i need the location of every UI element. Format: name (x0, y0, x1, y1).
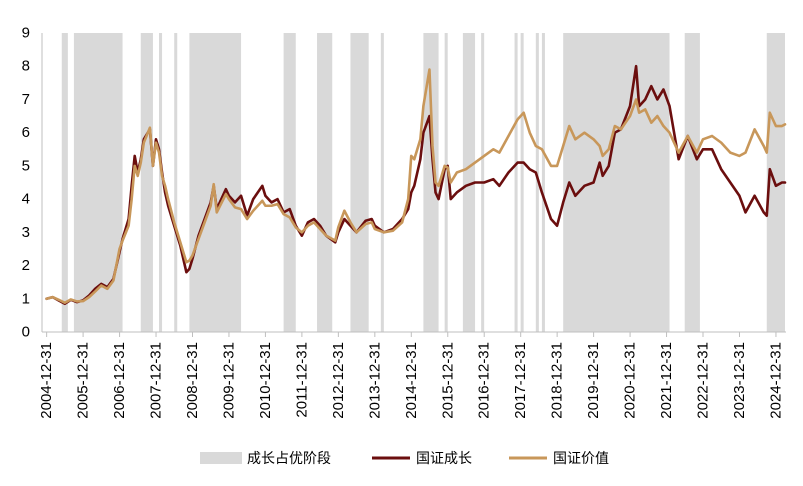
legend-label-value: 国证价值 (553, 451, 609, 467)
x-tick-label: 2015-12-31 (439, 342, 456, 419)
growth-phase-band (73, 33, 123, 332)
axes (41, 33, 786, 333)
y-tick-label: 7 (22, 91, 30, 108)
growth-phase-bands (61, 33, 785, 332)
growth-phase-band (350, 33, 369, 332)
x-tick-label: 2021-12-31 (658, 342, 675, 419)
x-tick-label: 2004-12-31 (38, 342, 55, 419)
y-tick-label: 9 (22, 25, 30, 42)
y-tick-label: 0 (22, 324, 30, 341)
x-tick-label: 2023-12-31 (731, 342, 748, 419)
x-tick-label: 2024-12-31 (767, 342, 784, 419)
legend: 成长占优阶段 国证成长 国证价值 (200, 451, 609, 467)
x-tick-label: 2005-12-31 (75, 342, 92, 419)
x-tick-label: 2012-12-31 (330, 342, 347, 419)
legend-label-growth-phase: 成长占优阶段 (247, 451, 331, 467)
y-tick-label: 3 (22, 224, 30, 241)
y-tick-label: 4 (22, 191, 30, 208)
series-lines (45, 64, 787, 306)
growth-phase-band (189, 33, 242, 332)
growth-phase-band (61, 33, 68, 332)
x-tick-label: 2019-12-31 (585, 342, 602, 419)
y-axis-ticks: 0 1 2 3 4 5 6 7 8 9 (22, 25, 30, 341)
growth-phase-band (174, 33, 178, 332)
growth-phase-band (159, 33, 163, 332)
x-tick-label: 2017-12-31 (512, 342, 529, 419)
growth-phase-band (444, 33, 448, 332)
x-tick-label: 2013-12-31 (366, 342, 383, 419)
series-line-growth (45, 64, 787, 306)
growth-phase-band (541, 33, 545, 332)
x-axis-ticks: 2004-12-31 2005-12-31 2006-12-31 2007-12-31… (38, 332, 784, 419)
series-line-value (45, 68, 787, 305)
legend-label-growth: 国证成长 (416, 451, 472, 467)
growth-phase-band (520, 33, 524, 332)
legend-swatch-growth-phase (200, 452, 242, 464)
x-tick-label: 2009-12-31 (220, 342, 237, 419)
growth-phase-band (462, 33, 476, 332)
x-tick-label: 2006-12-31 (111, 342, 128, 419)
x-tick-label: 2018-12-31 (549, 342, 566, 419)
growth-phase-band (380, 33, 384, 332)
x-tick-label: 2007-12-31 (148, 342, 165, 419)
y-tick-label: 5 (22, 157, 30, 174)
y-tick-label: 1 (22, 290, 30, 307)
growth-phase-band (317, 33, 333, 332)
growth-phase-band (423, 33, 439, 332)
x-tick-label: 2010-12-31 (257, 342, 274, 419)
growth-phase-band (535, 33, 539, 332)
x-tick-label: 2022-12-31 (695, 342, 712, 419)
x-tick-label: 2014-12-31 (403, 342, 420, 419)
growth-phase-band (684, 33, 700, 332)
x-tick-label: 2016-12-31 (476, 342, 493, 419)
x-tick-label: 2020-12-31 (622, 342, 639, 419)
growth-phase-band (140, 33, 153, 332)
growth-phase-band (563, 33, 670, 332)
growth-phase-band (283, 33, 296, 332)
x-tick-label: 2008-12-31 (184, 342, 201, 419)
growth-phase-band (514, 33, 518, 332)
y-tick-label: 6 (22, 124, 30, 141)
y-tick-label: 8 (22, 58, 30, 75)
y-tick-label: 2 (22, 257, 30, 274)
x-tick-label: 2011-12-31 (293, 342, 310, 418)
